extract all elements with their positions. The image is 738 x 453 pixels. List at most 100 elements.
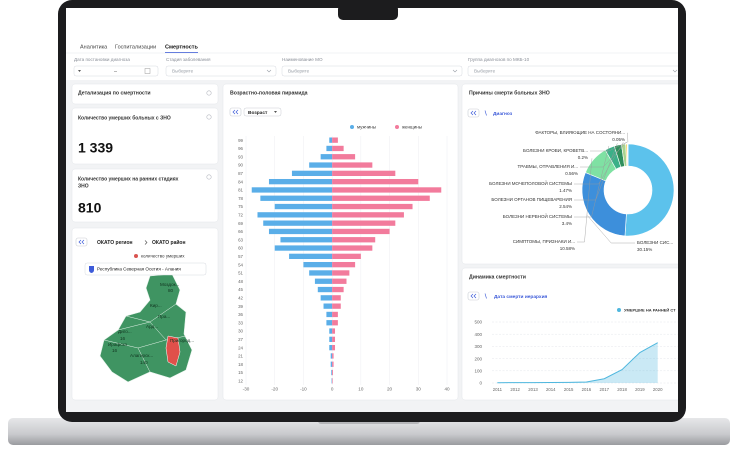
x-tick-label: 40 — [444, 387, 450, 392]
y-tick-label: 24 — [238, 345, 243, 350]
y-tick-label: 300 — [474, 344, 482, 349]
map-label: Диго... — [118, 329, 132, 334]
bar — [332, 178, 419, 185]
map-highlight — [165, 335, 181, 367]
back-icon — [470, 293, 477, 299]
x-tick-label: 0 — [331, 387, 334, 392]
y-tick-label: 75 — [238, 204, 243, 209]
y-tick-label: 57 — [238, 254, 243, 259]
bar — [331, 369, 333, 376]
y-tick-label: 500 — [474, 320, 482, 325]
x-tick-label: 30 — [416, 387, 422, 392]
map-label: Пригород... — [170, 338, 194, 343]
pie-leader — [577, 158, 593, 243]
filter-input[interactable] — [281, 65, 463, 77]
y-tick-label: 33 — [238, 320, 243, 325]
calendar-icon — [144, 68, 151, 74]
bar — [332, 137, 338, 143]
age-select[interactable] — [243, 107, 282, 117]
bar — [251, 187, 333, 193]
map-label: 16 — [120, 336, 126, 341]
chart-title: Динамика смертности — [469, 274, 526, 280]
tab[interactable]: Смертность — [165, 44, 198, 50]
x-tick-label: 10 — [358, 387, 364, 392]
pie-value-label: 1.47% — [559, 188, 572, 193]
tab[interactable]: Госпитализации — [115, 44, 156, 50]
y-tick-label: 66 — [238, 229, 243, 234]
card-title: Детализация по смертности — [78, 90, 151, 96]
pie-value-label: 30.15% — [637, 247, 652, 252]
y-tick-label: 93 — [238, 154, 243, 159]
x-tick-label: 2013 — [528, 387, 538, 392]
filter-input[interactable] — [467, 65, 682, 77]
back-button — [467, 291, 480, 301]
bar — [332, 378, 333, 384]
pie-value-label: 0.05% — [612, 137, 625, 142]
info-icon — [206, 90, 212, 96]
tab[interactable]: Аналитика — [80, 44, 108, 50]
map-label: Моздок... — [160, 282, 179, 287]
y-tick-label: 27 — [238, 337, 243, 342]
bar — [332, 344, 336, 351]
y-tick-label: 54 — [238, 262, 243, 267]
filter-link: Дата смерти иерархия — [494, 294, 548, 300]
bar — [332, 253, 361, 260]
bar — [332, 145, 344, 152]
pie-label: БОЛЕЗНИ КРОВИ, КРОВЕТВ... — [523, 148, 588, 153]
legend-dot — [395, 125, 399, 129]
dropdown-chevron — [266, 69, 272, 73]
bar — [263, 220, 333, 226]
bar — [320, 154, 333, 160]
y-tick-label: 51 — [238, 271, 243, 276]
date-caret — [78, 70, 81, 72]
y-tick-label: 12 — [238, 379, 243, 384]
bar — [280, 237, 333, 243]
bar — [330, 361, 333, 367]
pie-label: ТРАВМЫ, ОТРАВЛЕНИЯ И... — [517, 164, 578, 169]
pie-value-label: 3.4% — [562, 221, 572, 226]
x-tick-label: 2016 — [582, 387, 592, 392]
bar — [309, 270, 333, 276]
y-tick-label: 90 — [238, 163, 243, 168]
y-tick-label: 96 — [238, 146, 243, 151]
bar — [323, 303, 333, 309]
filter-input[interactable] — [165, 65, 277, 77]
map-label: Ард... — [146, 324, 158, 329]
map-label: 80 — [168, 288, 174, 293]
pie-value-label: 2.54% — [559, 204, 572, 209]
card-title: ЗНО — [78, 183, 89, 189]
bar — [332, 154, 356, 160]
bar — [332, 270, 350, 276]
x-tick-label: -10 — [300, 387, 307, 392]
filter-placeholder: Выберите — [288, 69, 310, 74]
x-tick-label: 20 — [387, 387, 393, 392]
select-caret — [274, 111, 277, 113]
bar — [332, 195, 430, 201]
card-value: 810 — [78, 200, 102, 216]
bar — [332, 220, 396, 226]
pie-label: БОЛЕЗНИ МОЧЕПОЛОВОЙ СИСТЕМЫ — [489, 179, 572, 186]
bar — [330, 353, 333, 359]
pie-label: ФАКТОРЫ, ВЛИЯЮЩИЕ НА СОСТОЯНИ... — [535, 130, 625, 135]
filter-input[interactable] — [73, 65, 159, 77]
bar — [332, 369, 334, 376]
filter-label: Дата постановки диагноза — [74, 57, 130, 62]
x-tick-label: 2011 — [493, 387, 503, 392]
dropdown-chevron — [672, 69, 678, 73]
back-icon — [232, 109, 239, 115]
legend-dot — [134, 254, 138, 258]
bar — [332, 245, 373, 251]
bar — [329, 344, 333, 351]
map-tooltip — [84, 262, 207, 276]
bar — [291, 170, 333, 177]
area-fill — [497, 342, 658, 383]
pie-leader — [574, 142, 624, 185]
x-tick-label: 2012 — [510, 387, 520, 392]
bar — [332, 170, 396, 177]
tooltip-icon — [89, 266, 94, 273]
y-tick-label: 200 — [474, 356, 482, 361]
y-tick-label: 99 — [238, 138, 243, 143]
pie-value-label: 0.2% — [578, 155, 588, 160]
breadcrumb: ОКАТО район — [152, 239, 186, 246]
